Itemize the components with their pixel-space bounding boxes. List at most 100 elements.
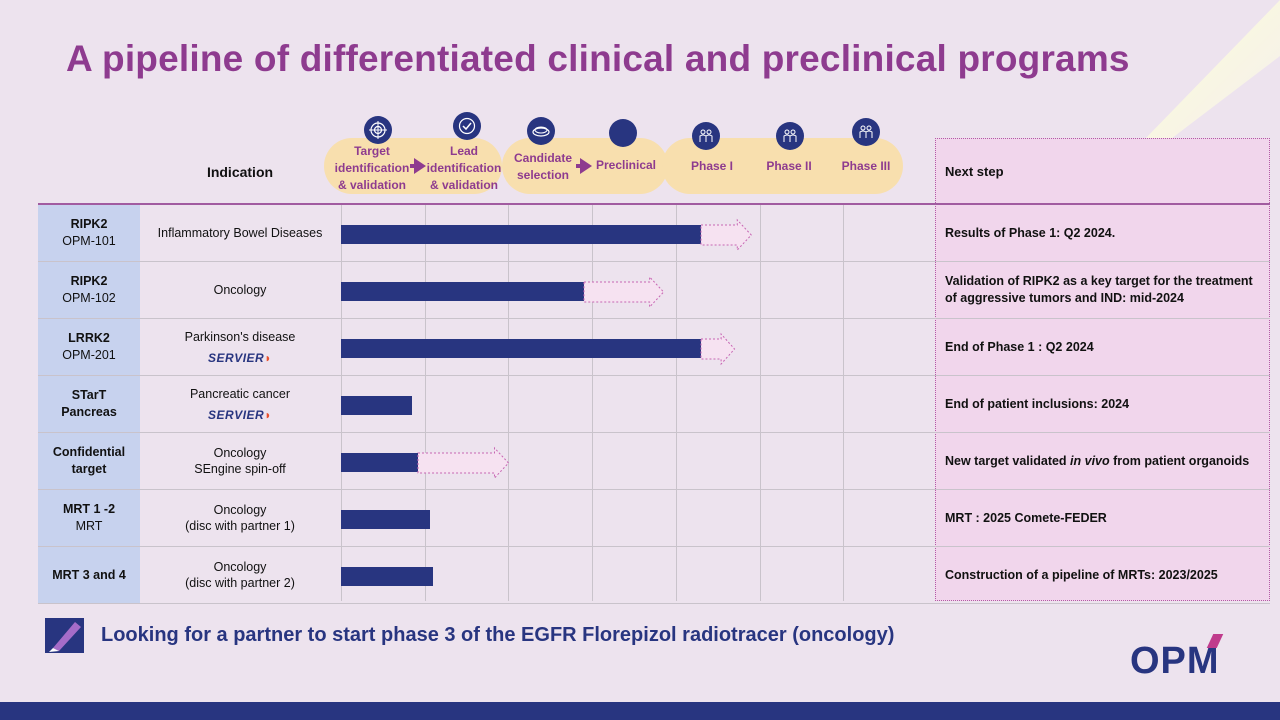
program-name-cell: LRRK2 OPM-201: [38, 319, 140, 375]
program-code: OPM-102: [62, 291, 116, 305]
program-row: Confidential target Oncology SEngine spi…: [38, 433, 1270, 490]
indication-text: Oncology: [213, 446, 267, 460]
target-arrow: [583, 275, 665, 309]
opm-logo: OPM: [1130, 634, 1224, 683]
next-step-text: New target validated in vivo from patien…: [945, 453, 1250, 468]
progress-bar: [341, 453, 419, 472]
program-name-cell: MRT 1 -2 MRT: [38, 490, 140, 546]
program-code: OPM-101: [62, 234, 116, 248]
program-code: Pancreas: [61, 405, 117, 419]
indication-cell: Inflammatory Bowel Diseases: [140, 205, 340, 261]
indication-text: Oncology: [213, 503, 267, 517]
grid-line: [676, 205, 677, 601]
progress-bar: [341, 282, 585, 301]
grid-line: [843, 205, 844, 601]
phase-label-phase-1: Phase I: [690, 159, 734, 173]
next-step-text: MRT : 2025 Comete-FEDER: [945, 510, 1107, 525]
program-name: RIPK2: [70, 217, 108, 231]
partner-text: (disc with partner 2): [185, 576, 295, 590]
partner-text: (disc with partner 1): [185, 519, 295, 533]
header-divider: [38, 203, 1270, 205]
program-row: RIPK2 OPM-102 Oncology Validation of RIP…: [38, 262, 1270, 319]
indication-cell: Oncology (disc with partner 1): [140, 490, 340, 546]
next-step-cell: Validation of RIPK2 as a key target for …: [945, 262, 1265, 318]
program-name: STarT: [71, 388, 107, 402]
grid-line: [508, 205, 509, 601]
program-name-cell: MRT 3 and 4: [38, 547, 140, 603]
indication-text: Inflammatory Bowel Diseases: [157, 226, 323, 240]
program-code: OPM-201: [62, 348, 116, 362]
indication-header: Indication: [206, 164, 274, 180]
target-arrow: [700, 332, 736, 366]
next-step-cell: End of patient inclusions: 2024: [945, 376, 1265, 432]
check-icon: [453, 112, 481, 140]
indication-text: Oncology: [213, 283, 267, 297]
target-arrow: [417, 446, 510, 480]
people-icon: [852, 118, 880, 146]
progress-bar: [341, 339, 702, 358]
next-step-cell: End of Phase 1 : Q2 2024: [945, 319, 1265, 375]
phase-label-phase-2: Phase II: [766, 159, 812, 173]
program-row: RIPK2 OPM-101 Inflammatory Bowel Disease…: [38, 205, 1270, 262]
target-icon: [364, 116, 392, 144]
progress-bar: [341, 567, 434, 586]
phase-arrow: [576, 158, 592, 174]
next-step-cell: MRT : 2025 Comete-FEDER: [945, 490, 1265, 546]
next-step-cell: Construction of a pipeline of MRTs: 2023…: [945, 547, 1265, 603]
servier-logo: SERVIER◗: [208, 350, 272, 365]
indication-text: Parkinson's disease: [184, 329, 296, 344]
progress-bar: [341, 396, 413, 415]
bottom-band: [0, 702, 1280, 720]
indication-cell: Oncology: [140, 262, 340, 318]
pen-icon: [45, 618, 84, 653]
indication-text: Oncology: [213, 560, 267, 574]
people-icon: [776, 122, 804, 150]
program-code: MRT: [75, 519, 103, 533]
progress-bar: [341, 225, 702, 244]
phase-label-phase-3: Phase III: [841, 159, 891, 173]
phase-label-preclinical: Preclinical: [595, 158, 657, 172]
program-row: LRRK2 OPM-201 Parkinson's disease SERVIE…: [38, 319, 1270, 376]
indication-cell: Oncology (disc with partner 2): [140, 547, 340, 603]
next-step-header: Next step: [945, 164, 1004, 179]
target-arrow: [700, 218, 753, 252]
indication-text: Pancreatic cancer: [189, 386, 291, 401]
program-name-cell: STarT Pancreas: [38, 376, 140, 432]
dish-icon: [527, 117, 555, 145]
program-row: MRT 3 and 4 Oncology (disc with partner …: [38, 547, 1270, 604]
mouse-icon: [609, 119, 637, 147]
phase-label-lead: Lead identification & validation: [426, 144, 502, 192]
grid-line: [425, 205, 426, 601]
program-row: STarT Pancreas Pancreatic cancer SERVIER…: [38, 376, 1270, 433]
people-icon: [692, 122, 720, 150]
grid-line: [760, 205, 761, 601]
progress-bar: [341, 510, 430, 529]
next-step-text: End of Phase 1 : Q2 2024: [945, 339, 1094, 354]
program-row: MRT 1 -2 MRT Oncology (disc with partner…: [38, 490, 1270, 547]
corner-decoration: [1144, 0, 1280, 140]
indication-cell: Parkinson's disease SERVIER◗: [140, 319, 340, 375]
next-step-cell: Results of Phase 1: Q2 2024.: [945, 205, 1265, 261]
program-code: target: [71, 462, 107, 476]
servier-logo: SERVIER◗: [208, 407, 272, 422]
phase-arrow: [410, 158, 426, 174]
program-name-cell: RIPK2 OPM-102: [38, 262, 140, 318]
program-name: RIPK2: [70, 274, 108, 288]
next-step-text: Results of Phase 1: Q2 2024.: [945, 225, 1116, 240]
phase-label-target: Target identification & validation: [334, 144, 410, 192]
grid-line: [592, 205, 593, 601]
indication-cell: Oncology SEngine spin-off: [140, 433, 340, 489]
next-step-text: Validation of RIPK2 as a key target for …: [945, 274, 1253, 305]
indication-cell: Pancreatic cancer SERVIER◗: [140, 376, 340, 432]
program-name: MRT 3 and 4: [52, 567, 126, 582]
next-step-text: Construction of a pipeline of MRTs: 2023…: [945, 567, 1218, 582]
program-name: Confidential: [52, 445, 126, 459]
next-step-text: End of patient inclusions: 2024: [945, 396, 1130, 411]
phase-label-candidate: Candidate selection: [513, 151, 572, 182]
program-name-cell: Confidential target: [38, 433, 140, 489]
footer-message: Looking for a partner to start phase 3 o…: [101, 624, 895, 646]
page-title: A pipeline of differentiated clinical an…: [66, 38, 1130, 79]
program-name: MRT 1 -2: [62, 502, 116, 516]
next-step-cell: New target validated in vivo from patien…: [945, 433, 1265, 489]
next-step-panel: [935, 138, 1270, 601]
